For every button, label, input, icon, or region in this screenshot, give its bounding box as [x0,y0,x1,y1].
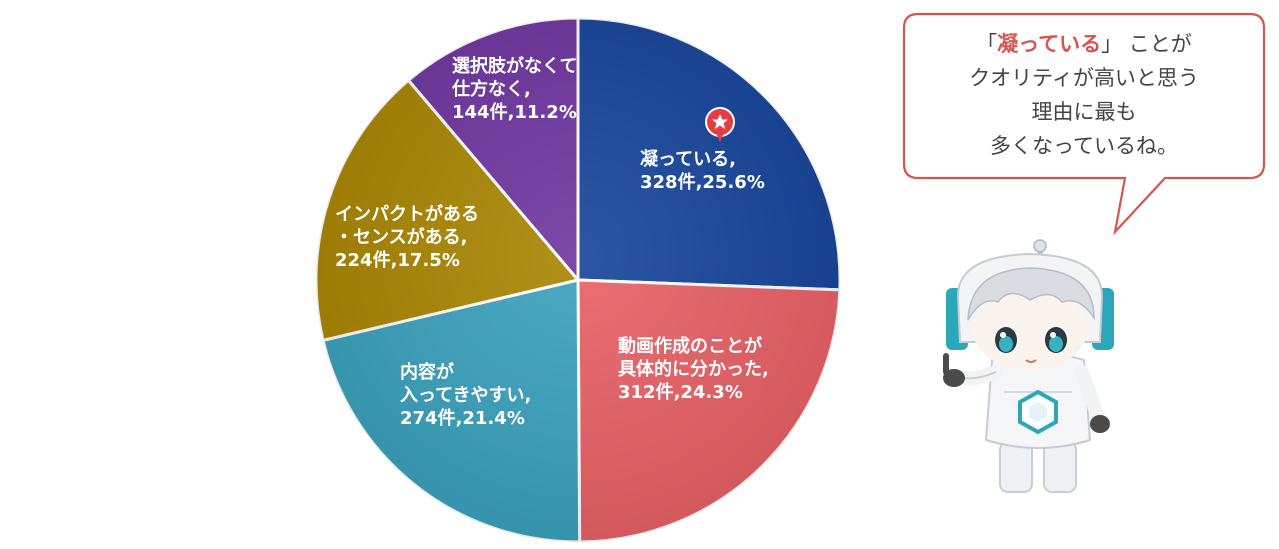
slice-label-line: 312件,24.3% [618,381,743,403]
slice-label-line: 動画作成のことが [618,335,762,357]
pie-chart [314,16,842,544]
slice-label-line: 仕方なく, [451,78,531,100]
slice-label-line: 内容が [400,361,454,383]
slice-label: インパクトがある・センスがある, 224件,17.5% [335,203,479,271]
slice-label-line: インパクトがある [335,203,479,225]
slice-label-line: 328件,25.6% [640,171,765,193]
slice-label: 凝っている, 328件,25.6% [640,148,765,193]
slice-label: 動画作成のことが具体的に分かった, 312件,24.3% [618,335,769,403]
speech-bubble: 「凝っている」 ことが クオリティが高いと思う 理由に最も 多くなっているね。 [902,12,1266,236]
bubble-line-2: クオリティが高いと思う [969,66,1199,90]
robot-mascot-icon [943,239,1114,493]
slice-label-line: 選択肢がなくて [452,55,577,77]
pie-slice [576,278,842,544]
slice-label-line: 274件,21.4% [400,407,525,429]
star-pin-icon [705,107,735,142]
slice-label: 内容が入ってきやすい, 274件,21.4% [400,361,531,429]
slice-label-line: 凝っている, [640,148,736,170]
slice-label-line: ・センスがある, [335,226,467,248]
slice-label-line: 入ってきやすい, [400,385,531,406]
slice-label-line: 224件,17.5% [335,249,460,271]
slice-label-line: 具体的に分かった, [618,358,769,380]
slice-label-line: 144件,11.2% [452,101,577,123]
bubble-line-4: 多くなっているね。 [990,134,1178,158]
slice-label: 選択肢がなくて仕方なく, 144件,11.2% [451,55,577,123]
pie-labels: 凝っている, 328件,25.6% 動画作成のことが具体的に分かった, 312件,24… [335,55,769,429]
bubble-line-1: 「凝っている」 ことが [976,32,1192,56]
bubble-line-3: 理由に最も [1032,100,1137,124]
